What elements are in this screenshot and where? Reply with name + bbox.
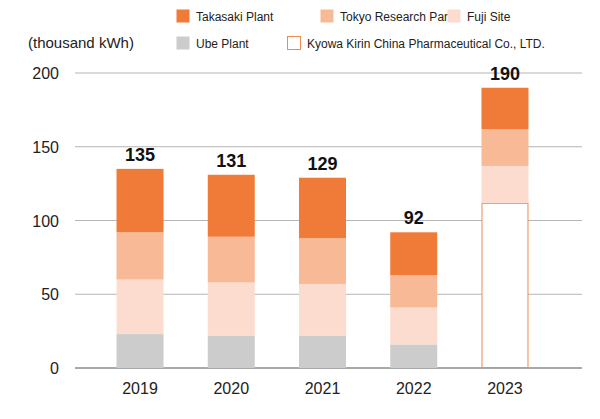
bar-segment	[390, 275, 437, 307]
x-tick-label: 2023	[487, 380, 523, 397]
bar-segment	[208, 336, 255, 368]
legend-swatch	[177, 37, 190, 50]
bar-segment	[208, 237, 255, 283]
y-tick-label: 50	[41, 286, 59, 303]
chart: (thousand kWh) 0 50 100 150 200 2019 2020 2021 20…	[0, 0, 600, 419]
legend-label: Kyowa Kirin China Pharmaceutical Co., LT…	[307, 37, 545, 51]
bar-segment	[481, 88, 528, 129]
legend-swatch	[321, 10, 334, 23]
bar-segment	[117, 232, 164, 279]
total-label: 135	[125, 145, 155, 165]
bar-segment	[390, 232, 437, 275]
bar-segment	[481, 129, 528, 166]
legend-label: Ube Plant	[196, 37, 249, 51]
legend-swatch	[177, 10, 190, 23]
bar-segment	[208, 175, 255, 237]
bar-segment	[208, 282, 255, 335]
total-label: 129	[307, 154, 337, 174]
legend-label: Fuji Site	[467, 10, 511, 24]
bar-segment	[390, 344, 437, 368]
y-tick-label: 100	[32, 213, 59, 230]
x-tick-label: 2019	[122, 380, 158, 397]
bars	[117, 88, 529, 368]
bar-segment	[117, 280, 164, 335]
total-label: 190	[490, 64, 520, 84]
y-tick-label: 200	[32, 65, 59, 82]
x-tick-label: 2021	[305, 380, 341, 397]
bar-segment	[481, 166, 528, 203]
bar-segment	[482, 203, 528, 367]
legend-label: Tokyo Research Park	[340, 10, 455, 24]
total-label: 92	[404, 208, 424, 228]
bar-segment	[390, 308, 437, 345]
legend-label: Takasaki Plant	[196, 10, 274, 24]
bar-segment	[299, 178, 346, 238]
y-axis-label: (thousand kWh)	[28, 34, 134, 51]
total-label: 131	[216, 151, 246, 171]
bar-segment	[299, 238, 346, 284]
y-tick-label: 150	[32, 139, 59, 156]
bar-segment	[117, 334, 164, 368]
x-tick-label: 2022	[396, 380, 432, 397]
bar-segment	[299, 336, 346, 368]
legend-swatch	[288, 37, 301, 50]
x-tick-label: 2020	[213, 380, 249, 397]
legend-swatch	[448, 10, 461, 23]
bar-segment	[299, 284, 346, 336]
bar-segment	[117, 169, 164, 232]
y-tick-label: 0	[50, 360, 59, 377]
